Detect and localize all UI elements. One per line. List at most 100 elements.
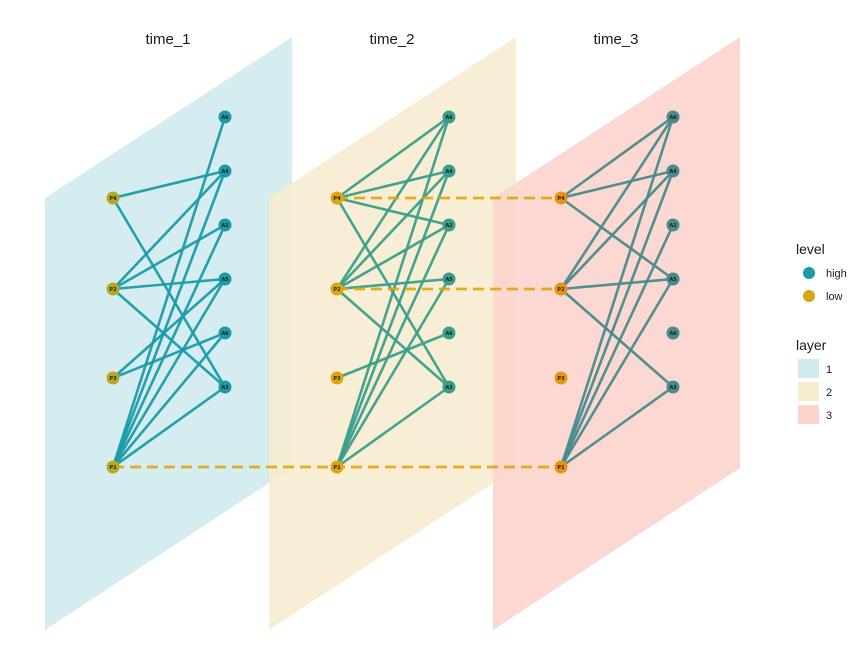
node-label-P4: P4: [333, 196, 341, 202]
node-A6: [442, 110, 456, 124]
edge-P2-A3: [112, 288, 226, 388]
node-A5: [666, 272, 680, 286]
node-A5: [442, 272, 456, 286]
layer-plane-3: [493, 37, 740, 630]
node-A3: [442, 380, 456, 394]
node-label-A6: A6: [445, 115, 453, 121]
node-P3: [106, 371, 120, 385]
edge-P1-A3: [112, 385, 226, 469]
legend-layer-title: layer: [796, 337, 827, 353]
legend-layer-3-label: 3: [826, 410, 832, 422]
edge-P2-A4: [336, 170, 450, 290]
node-P3: [330, 371, 344, 385]
edge-P1-A2: [559, 224, 675, 468]
node-A6: [666, 326, 680, 340]
node-label-A2: A2: [221, 223, 229, 229]
edge-P1-A4: [335, 170, 451, 468]
edge-P2-A5: [112, 277, 226, 291]
legend-high-swatch: [803, 267, 815, 279]
node-A3: [666, 380, 680, 394]
node-label-P3: P3: [557, 376, 565, 382]
node-A2: [666, 218, 680, 232]
legend-layer-2-swatch: [798, 382, 819, 401]
edge-P2-A3: [336, 288, 450, 388]
node-label-P3: P3: [109, 376, 117, 382]
legend-high-label: high: [826, 268, 847, 280]
node-A2: [442, 218, 456, 232]
legend-low-label: low: [826, 291, 843, 303]
edge-P3-A6b: [112, 331, 226, 380]
node-A6: [442, 326, 456, 340]
node-label-A5: A5: [445, 277, 453, 283]
node-label-A6: A6: [669, 115, 677, 121]
node-label-A3: A3: [445, 385, 453, 391]
edge-P1-A3: [560, 385, 674, 469]
node-P2: [106, 282, 120, 296]
edge-P2-A5: [560, 277, 674, 291]
node-A3: [218, 380, 232, 394]
node-label-A4: A4: [669, 169, 677, 175]
node-label-P2: P2: [333, 287, 341, 293]
layer-plane-2: [269, 37, 516, 630]
node-A2: [218, 218, 232, 232]
node-label-P2: P2: [557, 287, 565, 293]
edge-P1-A6: [559, 116, 675, 468]
edge-P2-A5: [336, 277, 450, 291]
edge-P2-A6: [335, 116, 451, 290]
legend-layer-1-swatch: [798, 359, 819, 378]
node-label-A2: A2: [445, 223, 453, 229]
edge-P2-A3: [560, 288, 674, 388]
edge-P1-A5: [335, 278, 451, 468]
legend-layer-2-label: 2: [826, 387, 832, 399]
node-label-A6: A6: [221, 115, 229, 121]
node-P4: [330, 191, 344, 205]
edge-P1-A4: [559, 170, 675, 468]
node-label-P1: P1: [333, 465, 341, 471]
node-label-A3: A3: [221, 385, 229, 391]
edge-P4-A6: [336, 115, 450, 200]
legend-layer-1-label: 1: [826, 364, 832, 376]
node-A6: [218, 326, 232, 340]
edge-P1-A2: [335, 224, 451, 468]
legend-low-swatch: [803, 290, 815, 302]
node-P1: [554, 460, 568, 474]
node-label-P1: P1: [109, 465, 117, 471]
layer-plane-1: [45, 37, 292, 630]
node-label-P1: P1: [557, 465, 565, 471]
node-P1: [106, 460, 120, 474]
node-label-A6: A6: [445, 331, 453, 337]
node-label-P2: P2: [109, 287, 117, 293]
node-P4: [106, 191, 120, 205]
node-label-A3: A3: [669, 385, 677, 391]
node-A4: [666, 164, 680, 178]
edge-P2-A2: [112, 223, 226, 291]
layer-titles: time_1 time_2 time_3: [145, 31, 638, 48]
node-label-A4: A4: [221, 169, 229, 175]
node-A4: [218, 164, 232, 178]
network-nodes: P4 P2 P3 P1 A6 A4 A2 A5 A6 A3 P4 P2 P3 P1 A6 A4 A2 A5 A6 A3…: [106, 110, 680, 474]
edge-P4-A6: [560, 115, 674, 200]
edge-P2-A2: [336, 223, 450, 291]
node-A6: [218, 110, 232, 124]
edge-P2-A4: [560, 170, 674, 290]
layer-title-2: time_2: [369, 31, 414, 48]
node-label-A6: A6: [669, 331, 677, 337]
node-A4: [442, 164, 456, 178]
legend-layer-3-swatch: [798, 405, 819, 424]
node-A6: [666, 110, 680, 124]
node-P1: [330, 460, 344, 474]
edge-P1-A5: [111, 278, 227, 468]
node-label-A2: A2: [669, 223, 677, 229]
edge-P1-A6: [111, 116, 227, 468]
node-label-A5: A5: [221, 277, 229, 283]
node-label-A6: A6: [221, 331, 229, 337]
edge-P1-A4: [111, 170, 227, 468]
edge-P3-A5: [112, 278, 226, 379]
node-P2: [330, 282, 344, 296]
layer-title-3: time_3: [593, 31, 638, 48]
legend: level high low layer 1 2 3: [796, 241, 847, 424]
edge-P1-A6b: [112, 332, 226, 468]
edge-P2-A4: [112, 170, 226, 290]
node-P4: [554, 191, 568, 205]
